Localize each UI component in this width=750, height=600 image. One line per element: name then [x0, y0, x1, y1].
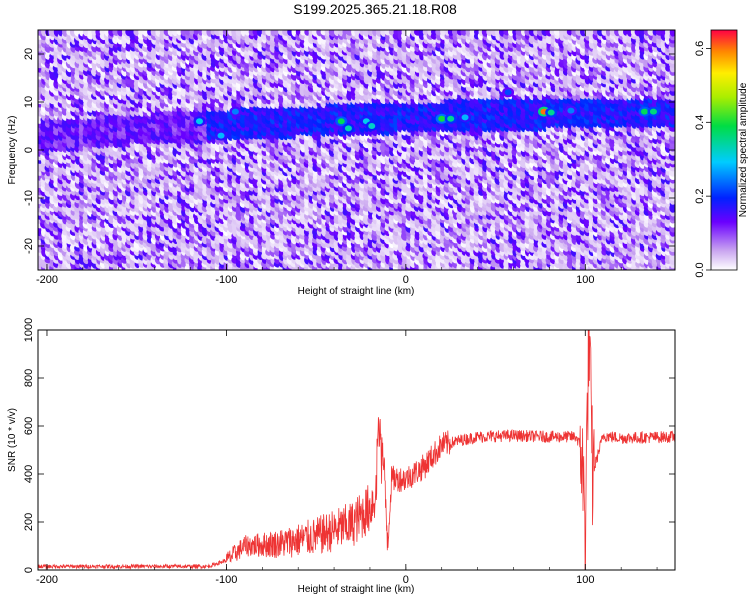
- spectrogram-cells: [38, 30, 675, 270]
- chart-title: S199.2025.365.21.18.R08: [293, 1, 457, 17]
